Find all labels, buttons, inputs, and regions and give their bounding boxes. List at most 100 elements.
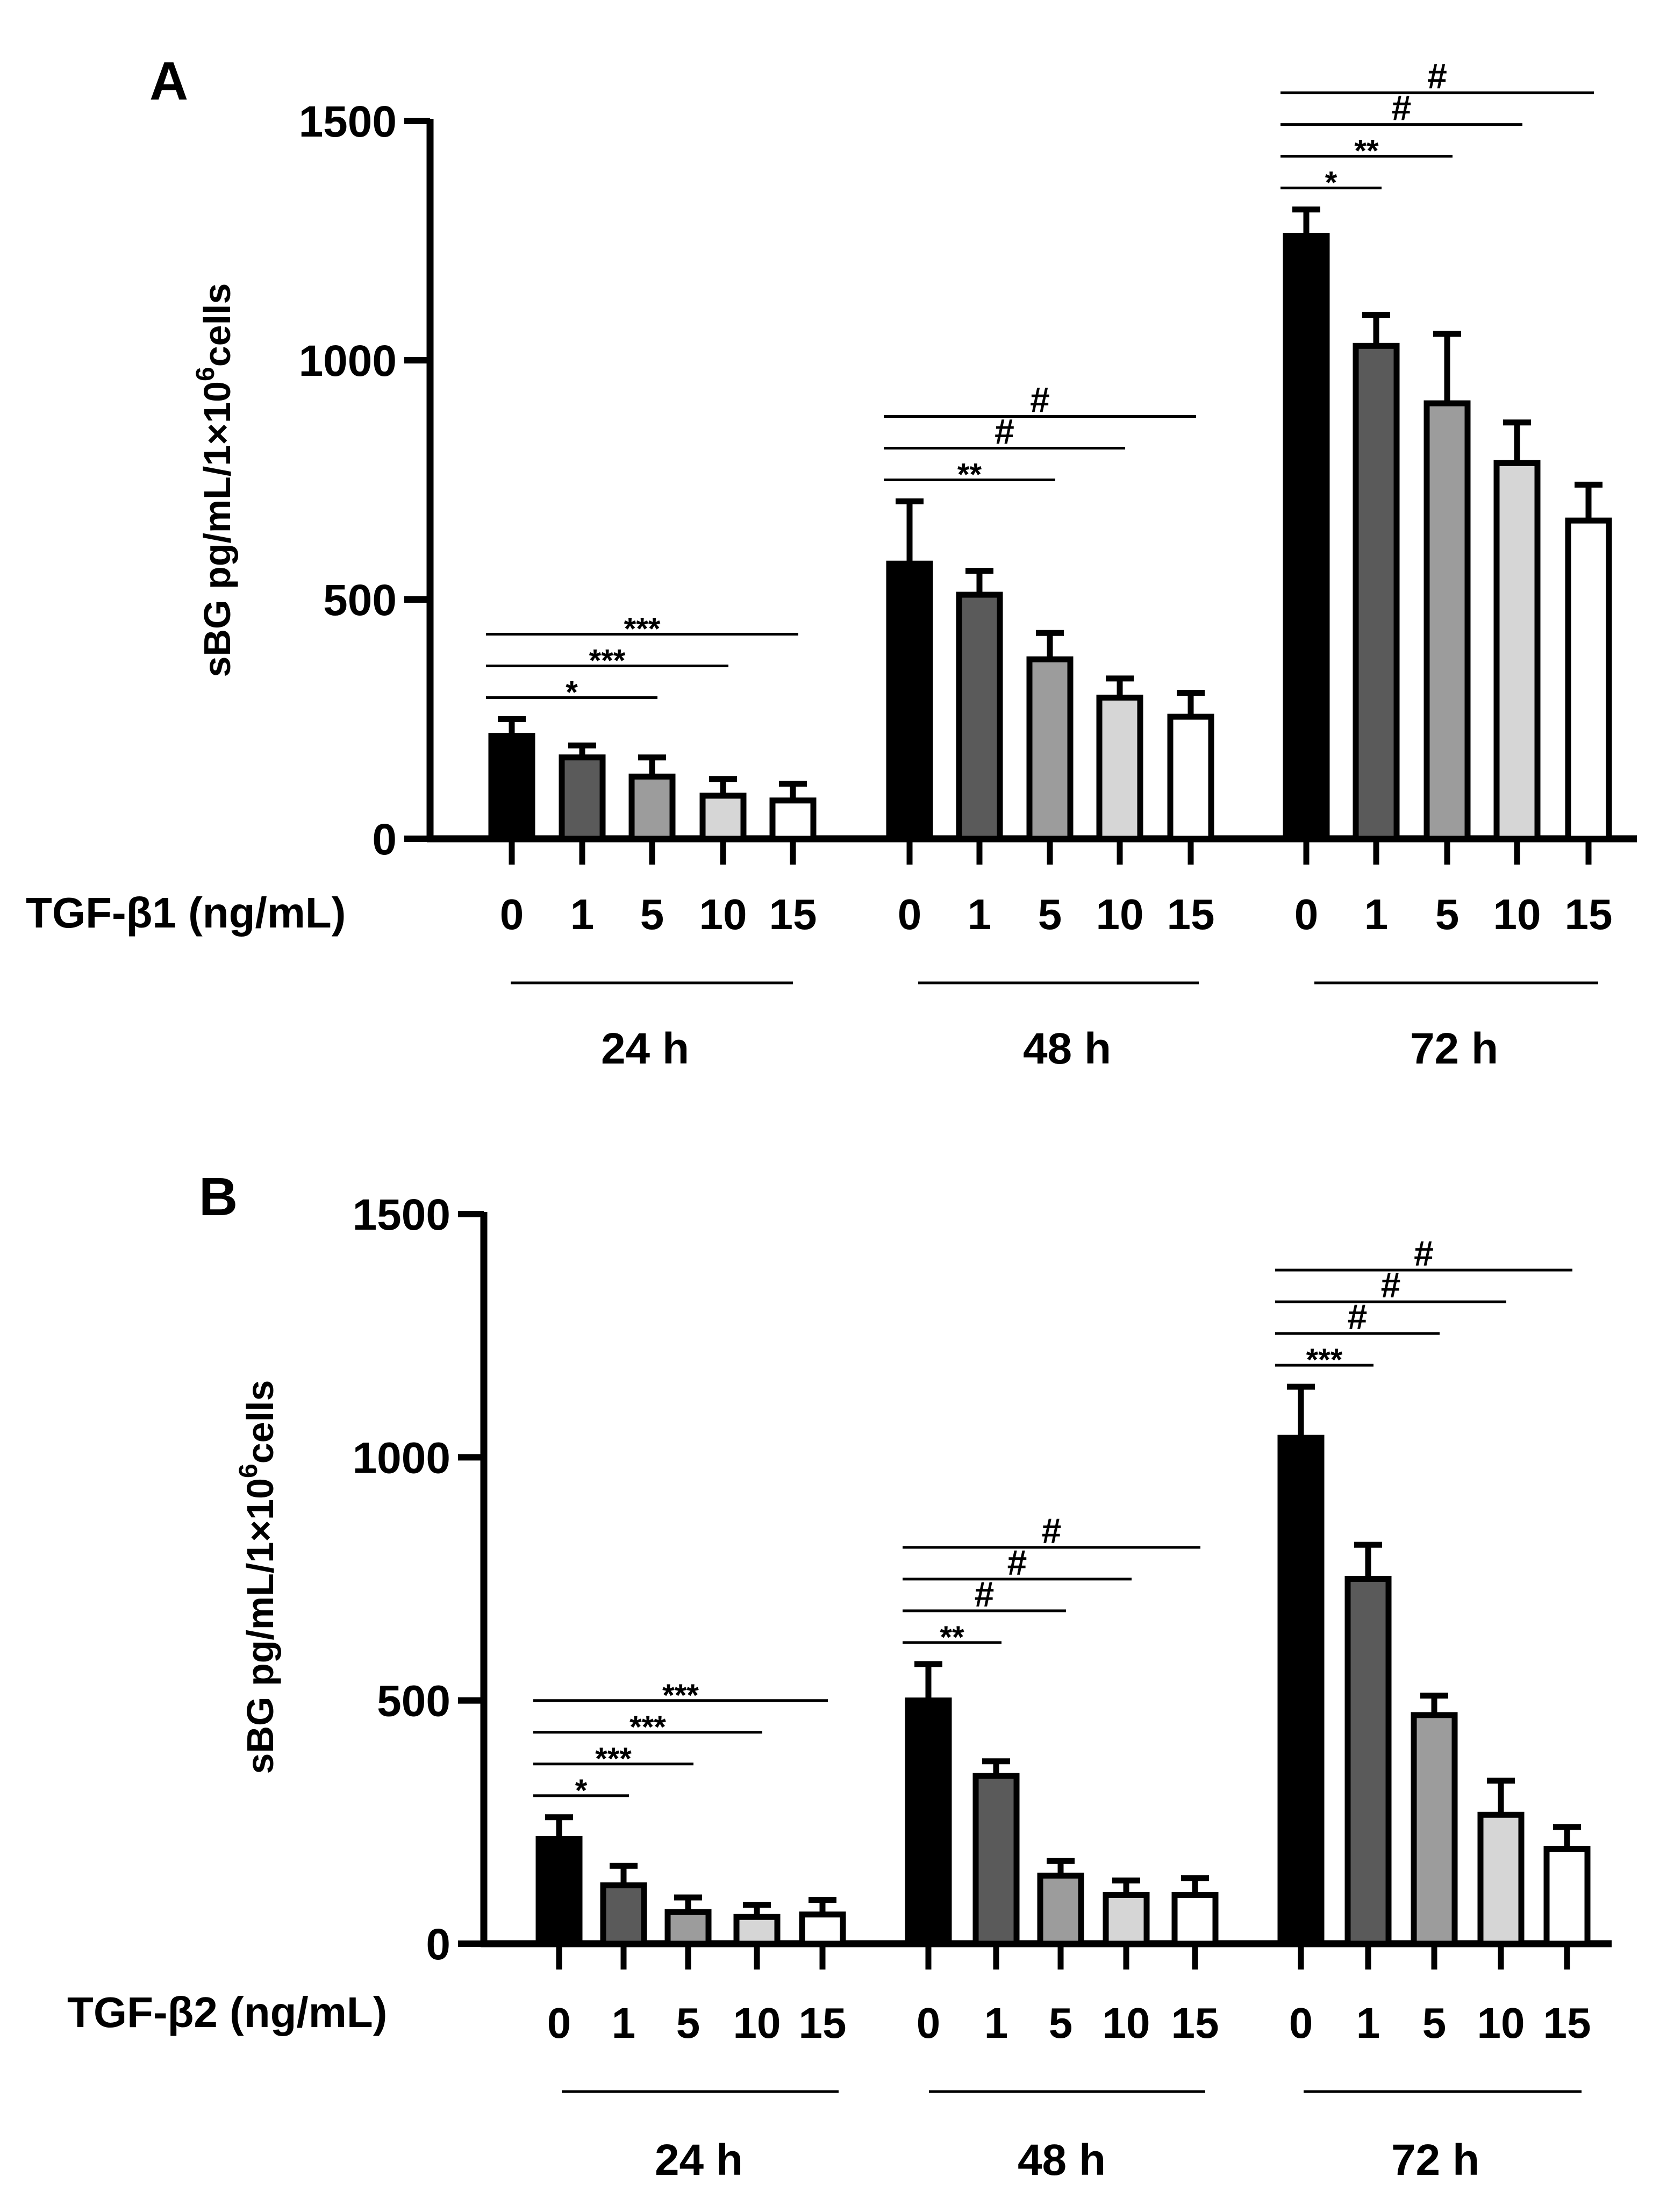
bar [1167,713,1214,842]
bar [1037,1872,1084,1947]
category-label: 10 [1493,890,1541,938]
group-label: 48 h [1023,1024,1111,1073]
y-tick-label: 1500 [299,97,397,146]
bar [972,1773,1020,1947]
category-label: 0 [917,1999,941,2047]
category-label: 10 [733,1999,781,2047]
bar [799,1911,846,1947]
bar [1277,1435,1325,1947]
significance-label: *** [589,644,626,679]
significance-label: * [575,1773,588,1808]
bar [1353,342,1400,842]
bar [905,1697,952,1947]
y-tick-label: 1000 [353,1433,450,1482]
category-label: 10 [699,890,747,938]
category-label: 1 [570,890,595,938]
category-label: 10 [1103,1999,1150,2047]
category-label: 15 [1167,890,1215,938]
category-label: 0 [1294,890,1319,938]
category-label: 5 [640,890,664,938]
group-label: 72 h [1391,2136,1479,2185]
bar [886,560,933,842]
bar [699,793,747,842]
group-label: 24 h [601,1024,689,1073]
y-tick-label: 500 [377,1677,450,1726]
category-label: 15 [769,890,817,938]
panel-label: A [149,51,188,111]
bar [1411,1712,1458,1947]
category-label: 15 [799,1999,847,2047]
y-axis-label: sBG pg/mL/1×106cells [191,283,238,677]
y-tick-label: 1000 [299,337,397,386]
bar [1565,517,1612,842]
significance-label: # [1007,1543,1027,1582]
bar [1171,1892,1219,1947]
x-axis-label: TGF-β2 (ng/mL) [67,1988,387,2036]
category-label: 1 [968,890,992,938]
y-axis-label: sBG pg/mL/1×106cells [234,1380,281,1774]
significance-label: # [995,412,1014,452]
category-label: 1 [984,1999,1008,2047]
group-label: 48 h [1018,2136,1106,2185]
category-label: 0 [898,890,922,938]
significance-label: *** [629,1710,666,1745]
bar [1344,1576,1392,1947]
bar [733,1914,781,1947]
bar [1096,694,1143,842]
y-axis-label-superscript: 6 [234,1464,263,1478]
bar [535,1836,583,1947]
category-label: 5 [1422,1999,1447,2047]
bar [1477,1811,1525,1947]
y-axis-label-main: sBG pg/mL/1×10 [196,381,238,677]
category-label: 15 [1171,1999,1219,2047]
significance-label: # [1030,380,1050,420]
y-axis-label-main: sBG pg/mL/1×10 [239,1478,281,1774]
significance-label: ** [957,458,982,493]
bar [664,1909,712,1947]
y-axis-label-superscript: 6 [191,367,220,381]
bar [1283,233,1330,842]
bar [769,797,817,842]
category-label: 1 [1364,890,1389,938]
category-label: 5 [1049,1999,1073,2047]
significance-label: ** [940,1620,964,1655]
significance-label: # [1042,1511,1062,1551]
significance-label: *** [1306,1343,1343,1378]
bar [559,754,606,842]
category-label: 15 [1543,1999,1591,2047]
bar [956,591,1003,842]
category-label: 10 [1477,1999,1525,2047]
significance-label: # [1414,1233,1434,1273]
category-label: 10 [1096,890,1144,938]
category-label: 5 [1038,890,1062,938]
y-tick-label: 0 [372,815,397,864]
category-label: 15 [1565,890,1613,938]
significance-label: * [566,675,578,710]
category-label: 1 [1356,1999,1380,2047]
bar [1543,1846,1591,1947]
category-label: 5 [1435,890,1460,938]
significance-label: # [975,1574,995,1614]
y-tick-label: 500 [323,576,397,625]
significance-label: * [1325,166,1337,201]
panel-label: B [199,1167,238,1227]
significance-label: *** [662,1678,699,1713]
significance-label: ** [1354,134,1379,169]
significance-label: *** [624,612,661,647]
bar [1103,1892,1150,1947]
significance-label: # [1392,88,1412,128]
bar [1026,656,1074,842]
category-label: 1 [612,1999,636,2047]
category-label: 0 [500,890,524,938]
significance-label: # [1427,56,1447,96]
bar [600,1882,647,1947]
y-tick-label: 1500 [353,1190,450,1239]
category-label: 5 [676,1999,700,2047]
y-tick-label: 0 [426,1920,450,1969]
group-label: 24 h [655,2136,743,2185]
group-label: 72 h [1410,1024,1498,1073]
category-label: 0 [547,1999,571,2047]
